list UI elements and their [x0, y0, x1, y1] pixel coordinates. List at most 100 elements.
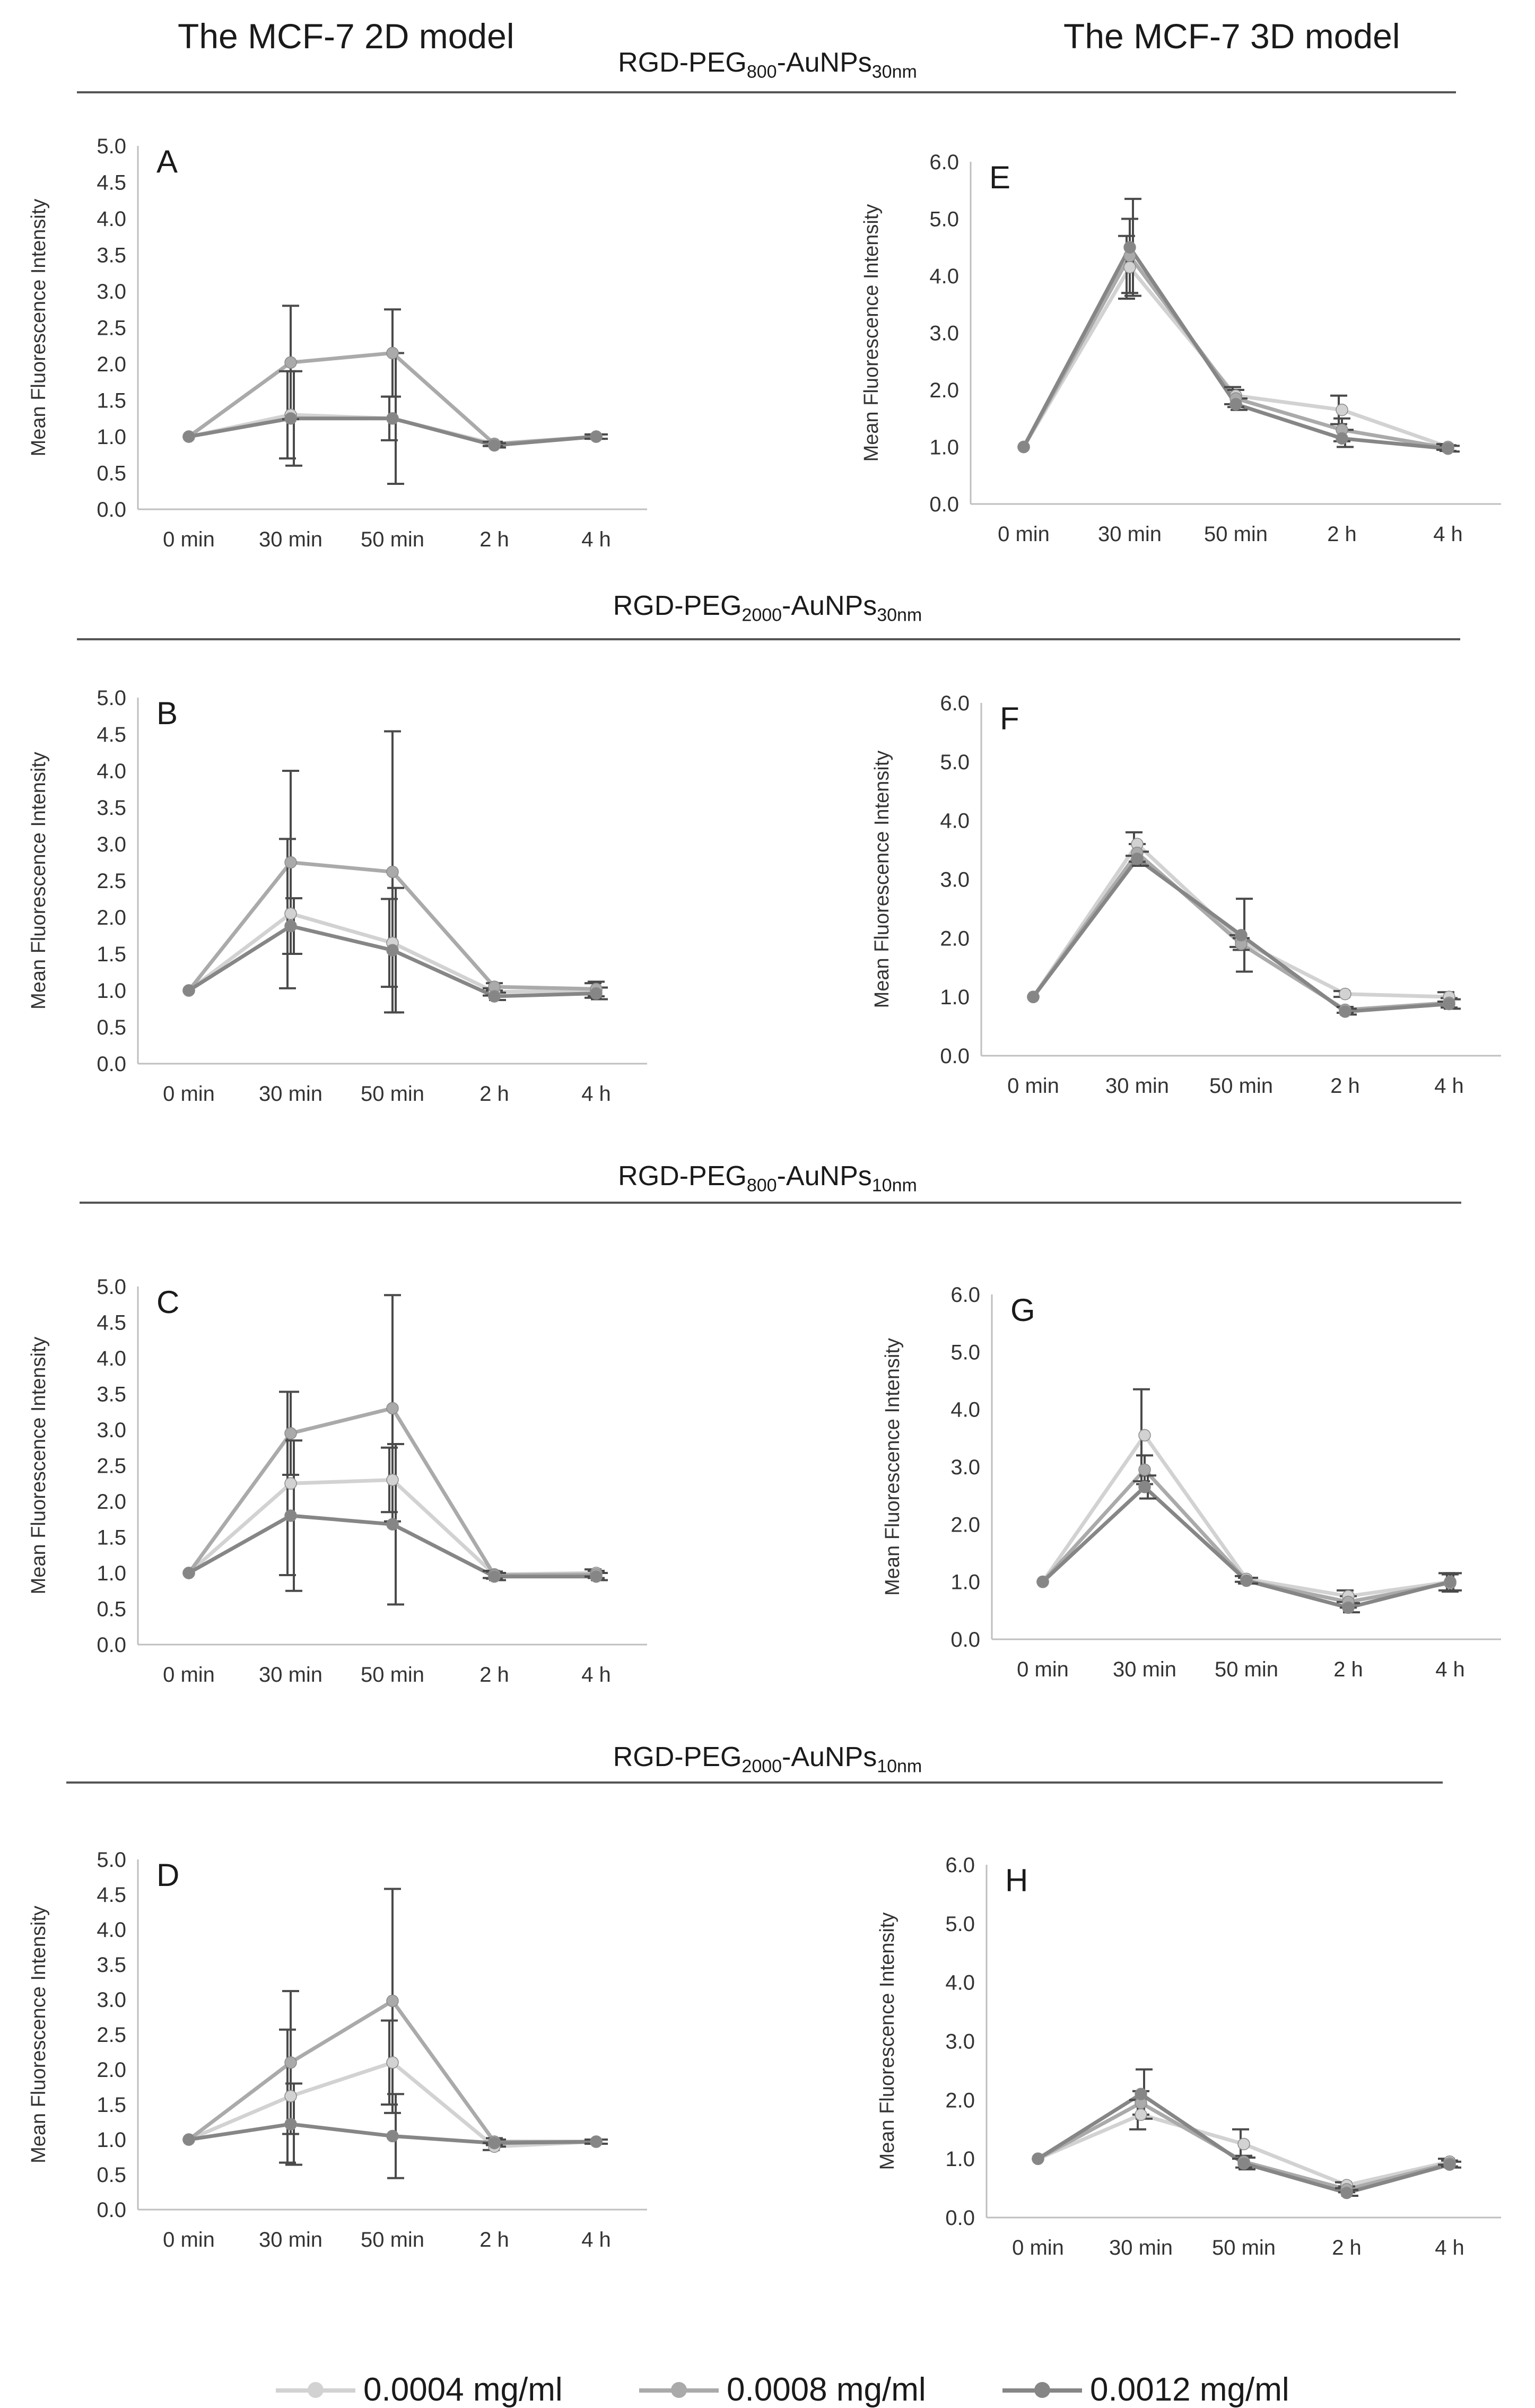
y-tick-label: 1.0 — [97, 1562, 126, 1585]
section-divider — [77, 91, 1456, 93]
x-tick-label: 30 min — [259, 1663, 322, 1687]
data-point — [590, 1570, 603, 1583]
x-tick-label: 2 h — [1333, 1658, 1363, 1681]
chart-panel-E: 0.0 1.0 2.0 3.0 4.0 5.0 6.0 0 min 30 min 50 min 2 … — [860, 151, 1501, 546]
y-tick-label: 3.0 — [950, 1456, 980, 1479]
y-tick-label: 3.5 — [97, 244, 126, 267]
y-tick-label: 0.0 — [97, 2198, 126, 2222]
data-point — [1138, 1481, 1151, 1493]
y-tick-label: 5.0 — [97, 1275, 126, 1299]
x-tick-label: 4 h — [1435, 1658, 1465, 1681]
y-tick-label: 4.0 — [929, 265, 959, 288]
section-title: RGD-PEG800-AuNPs30nm — [0, 47, 1535, 82]
data-point — [284, 907, 297, 920]
y-tick-label: 4.5 — [97, 171, 126, 195]
series-line — [1022, 244, 1449, 451]
x-tick-label: 50 min — [361, 1082, 424, 1106]
data-point — [1036, 1575, 1049, 1588]
data-point — [1240, 1574, 1253, 1587]
y-tick-label: 0.0 — [97, 1053, 126, 1076]
data-point — [386, 1518, 399, 1531]
section-title-sub1: 800 — [746, 1175, 777, 1196]
x-tick-label: 30 min — [1113, 1658, 1176, 1681]
data-point — [386, 412, 399, 425]
section-title-mid: -AuNPs — [782, 1742, 877, 1772]
y-axis-label: Mean Fluorescence Intensity — [882, 1338, 904, 1596]
x-tick-label: 4 h — [1433, 523, 1463, 546]
y-tick-label: 3.0 — [97, 280, 126, 303]
section-title-mid: -AuNPs — [777, 47, 872, 78]
y-tick-label: 2.0 — [97, 2058, 126, 2082]
x-tick-label: 2 h — [479, 1082, 509, 1106]
data-point — [1017, 440, 1030, 454]
chart-panel-A: 0.0 0.5 1.0 1.5 2.0 2.5 3.0 3.5 4.0 4.5 5.0 0 min 30… — [28, 135, 647, 551]
x-tick-label: 50 min — [361, 528, 424, 551]
y-tick-label: 4.0 — [97, 1347, 126, 1370]
y-tick-label: 5.0 — [97, 1848, 126, 1872]
y-tick-label: 0.5 — [97, 2163, 126, 2187]
y-axis-label: Mean Fluorescence Intensity — [28, 752, 50, 1010]
chart-panel-F: 0.0 1.0 2.0 3.0 4.0 5.0 6.0 0 min 30 min 50 min 2 … — [871, 692, 1501, 1098]
x-tick-label: 0 min — [163, 1663, 215, 1687]
series-line — [1022, 252, 1449, 450]
y-tick-label: 1.0 — [97, 425, 126, 449]
y-tick-label: 1.0 — [945, 2148, 975, 2171]
y-tick-label: 0.0 — [97, 498, 126, 521]
right-column-title: The MCF-7 3D model — [1063, 16, 1400, 56]
data-point — [1135, 2088, 1147, 2100]
y-tick-label: 6.0 — [940, 692, 970, 715]
data-point — [1342, 1601, 1355, 1614]
x-tick-label: 0 min — [998, 523, 1050, 546]
x-tick-label: 30 min — [1109, 2236, 1173, 2259]
data-point — [386, 944, 399, 957]
y-tick-label: 2.0 — [945, 2089, 975, 2112]
x-tick-label: 0 min — [1017, 1658, 1069, 1681]
y-tick-label: 2.0 — [97, 906, 126, 929]
y-tick-label: 5.0 — [97, 686, 126, 710]
y-axis-label: Mean Fluorescence Intensity — [28, 1906, 50, 2163]
data-point — [1237, 2137, 1250, 2151]
x-tick-label: 50 min — [1209, 1074, 1273, 1098]
y-tick-label: 1.5 — [97, 2093, 126, 2117]
y-tick-label: 4.0 — [97, 760, 126, 783]
x-tick-label: 4 h — [1435, 2236, 1464, 2259]
x-tick-label: 50 min — [1215, 1658, 1278, 1681]
data-point — [182, 984, 195, 997]
panel-letter: B — [156, 696, 178, 731]
data-point — [284, 2090, 297, 2102]
y-tick-label: 2.5 — [97, 1455, 126, 1478]
y-tick-label: 0.0 — [950, 1628, 980, 1651]
x-tick-label: 2 h — [479, 528, 509, 551]
y-tick-label: 0.0 — [940, 1045, 970, 1068]
panel-letter: A — [156, 144, 178, 179]
x-tick-label: 30 min — [1105, 1074, 1169, 1098]
y-tick-label: 3.0 — [97, 833, 126, 856]
y-tick-label: 3.0 — [97, 1419, 126, 1442]
data-point — [488, 990, 501, 1003]
y-tick-label: 5.0 — [97, 135, 126, 158]
data-point — [1442, 442, 1454, 455]
legend-label: 0.0012 mg/ml — [1090, 2371, 1289, 2408]
data-point — [1131, 852, 1144, 865]
x-tick-label: 4 h — [581, 1663, 611, 1687]
data-point — [1027, 990, 1040, 1003]
section-title: RGD-PEG800-AuNPs10nm — [0, 1160, 1535, 1196]
section-divider — [66, 1781, 1443, 1784]
data-point — [1336, 432, 1348, 445]
y-tick-label: 1.0 — [97, 2128, 126, 2152]
y-tick-label: 4.5 — [97, 1883, 126, 1907]
y-tick-label: 2.0 — [929, 379, 959, 402]
data-point — [1135, 2108, 1147, 2121]
x-tick-label: 0 min — [163, 528, 215, 551]
y-tick-label: 2.0 — [950, 1513, 980, 1536]
y-tick-label: 1.5 — [97, 389, 126, 413]
section-title-sub1: 800 — [746, 62, 777, 82]
data-point — [284, 919, 297, 933]
y-tick-label: 3.5 — [97, 796, 126, 820]
data-point — [590, 987, 603, 1000]
x-tick-label: 0 min — [1007, 1074, 1059, 1098]
data-point — [182, 430, 195, 443]
data-point — [1123, 261, 1136, 274]
y-tick-label: 2.0 — [97, 1490, 126, 1514]
x-tick-label: 50 min — [361, 1663, 424, 1687]
